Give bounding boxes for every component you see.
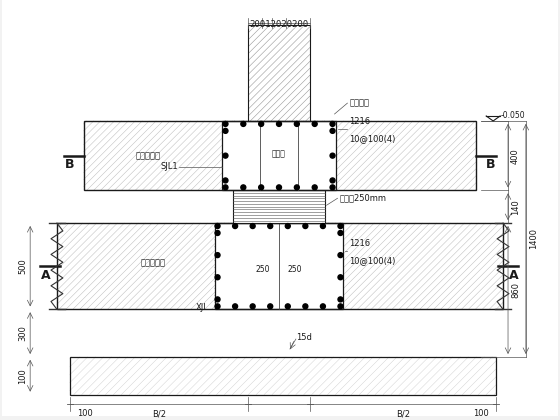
Circle shape [215, 231, 220, 236]
Circle shape [268, 223, 273, 228]
Circle shape [223, 121, 228, 126]
Text: 100: 100 [473, 410, 489, 418]
Circle shape [330, 178, 335, 183]
Bar [222, 121, 335, 190]
Bar [248, 25, 310, 121]
Bar [83, 121, 477, 190]
Text: 下隔震大梁: 下隔震大梁 [141, 258, 166, 267]
Text: 10@100(4): 10@100(4) [349, 134, 396, 143]
Circle shape [338, 231, 343, 236]
Circle shape [241, 185, 246, 190]
Circle shape [268, 304, 273, 309]
Circle shape [338, 275, 343, 280]
Text: A: A [41, 269, 51, 282]
Circle shape [295, 185, 300, 190]
Text: 20012020200: 20012020200 [249, 20, 309, 29]
Circle shape [277, 185, 282, 190]
Circle shape [241, 121, 246, 126]
Circle shape [223, 153, 228, 158]
Circle shape [338, 253, 343, 257]
Circle shape [215, 275, 220, 280]
Text: 400: 400 [511, 148, 520, 163]
Bar [70, 357, 496, 394]
Circle shape [320, 223, 325, 228]
Bar [234, 190, 325, 223]
Circle shape [215, 304, 220, 309]
Text: SJL1: SJL1 [160, 162, 178, 171]
Circle shape [330, 129, 335, 133]
Circle shape [330, 153, 335, 158]
Circle shape [338, 223, 343, 228]
Text: 1400: 1400 [529, 228, 538, 249]
Circle shape [338, 297, 343, 302]
Circle shape [312, 185, 317, 190]
Text: 15d: 15d [296, 333, 312, 341]
Text: 500: 500 [18, 258, 27, 274]
Text: 100: 100 [18, 368, 27, 383]
Text: 1216: 1216 [349, 239, 371, 248]
Circle shape [285, 223, 290, 228]
Text: 250: 250 [256, 265, 270, 274]
Text: 现浇模板: 现浇模板 [349, 99, 370, 108]
Text: 250: 250 [288, 265, 302, 274]
Circle shape [232, 304, 237, 309]
Circle shape [259, 121, 264, 126]
Circle shape [277, 121, 282, 126]
Text: 300: 300 [18, 325, 27, 341]
Text: A: A [509, 269, 519, 282]
Circle shape [250, 223, 255, 228]
Circle shape [320, 304, 325, 309]
Text: 860: 860 [511, 282, 520, 298]
Circle shape [330, 185, 335, 190]
Text: 隔震器: 隔震器 [272, 149, 286, 158]
Text: 140: 140 [511, 199, 520, 215]
Text: B: B [65, 158, 74, 171]
Circle shape [330, 121, 335, 126]
Circle shape [303, 223, 308, 228]
Text: B/2: B/2 [396, 410, 410, 418]
Circle shape [285, 304, 290, 309]
Text: 100: 100 [77, 410, 92, 418]
Circle shape [295, 121, 300, 126]
Text: 10@100(4): 10@100(4) [349, 256, 396, 265]
Circle shape [215, 297, 220, 302]
Text: XJL: XJL [196, 303, 209, 312]
Circle shape [338, 304, 343, 309]
Text: 上隔震大梁: 上隔震大梁 [136, 151, 161, 160]
Text: B: B [486, 158, 495, 171]
Text: 1216: 1216 [349, 117, 371, 126]
Circle shape [223, 129, 228, 133]
Bar [214, 223, 343, 309]
Text: 阶梯管250mm: 阶梯管250mm [339, 194, 386, 203]
Bar [214, 223, 343, 309]
Circle shape [312, 121, 317, 126]
Circle shape [232, 223, 237, 228]
Text: B/2: B/2 [152, 410, 166, 418]
Circle shape [223, 178, 228, 183]
Circle shape [250, 304, 255, 309]
Circle shape [223, 185, 228, 190]
Bar [222, 121, 335, 190]
Circle shape [259, 185, 264, 190]
Circle shape [215, 223, 220, 228]
Bar [57, 223, 503, 309]
Text: -0.050: -0.050 [501, 111, 526, 121]
Circle shape [215, 253, 220, 257]
Circle shape [303, 304, 308, 309]
